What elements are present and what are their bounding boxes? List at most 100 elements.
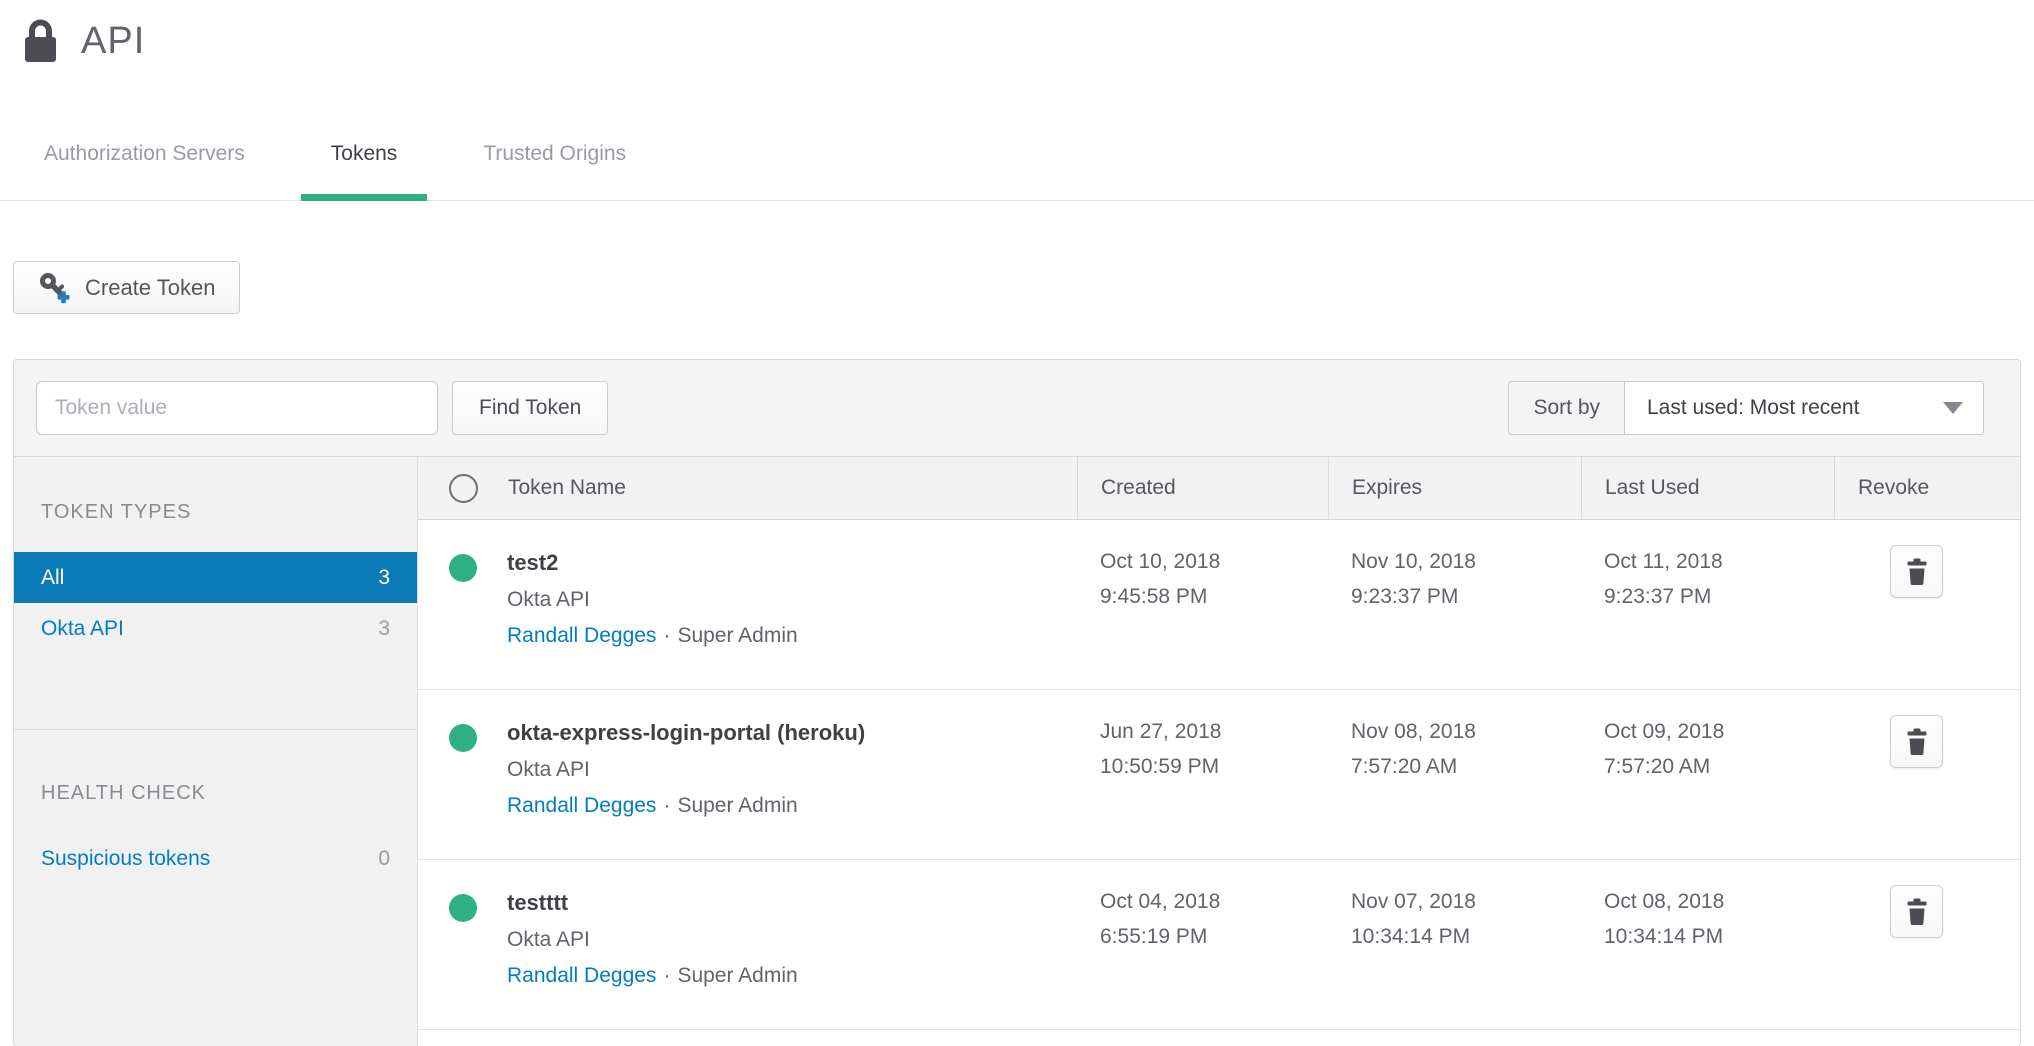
filter-bar: Find Token Sort by Last used: Most recen… [14,360,2020,457]
health-check-heading: HEALTH CHECK [41,782,206,804]
token-types-list: All 3 Okta API 3 [14,552,417,654]
sidebar-item-count: 3 [378,616,390,640]
tokens-panel: Find Token Sort by Last used: Most recen… [13,359,2021,1046]
page-title: API [81,19,146,62]
expires-cell: Nov 10, 2018 9:23:37 PM [1328,520,1581,689]
token-value-input[interactable] [36,381,438,435]
token-active-status-icon [449,724,477,752]
expires-date: Nov 08, 2018 [1351,720,1476,743]
expires-date: Nov 07, 2018 [1351,890,1476,913]
created-date: Jun 27, 2018 [1100,720,1222,743]
token-owner-line: Randall Degges · Super Admin [507,794,865,818]
last-used-cell: Oct 11, 2018 9:23:37 PM [1581,520,1834,689]
column-header-expires: Expires [1328,457,1581,519]
token-owner-line: Randall Degges · Super Admin [507,624,798,648]
tab-trusted-origins[interactable]: Trusted Origins [483,142,627,165]
owner-role-separator: · [663,794,671,817]
sidebar-item-okta-api[interactable]: Okta API 3 [14,603,417,654]
token-name-cell: test2 Okta API Randall Degges · Super Admi… [418,520,1077,689]
last-used-date: Oct 09, 2018 [1604,720,1725,743]
token-owner-link[interactable]: Randall Degges [507,624,657,647]
last-used-date: Oct 08, 2018 [1604,890,1725,913]
tab-authorization-servers[interactable]: Authorization Servers [44,142,245,165]
created-time: 6:55:19 PM [1100,925,1208,948]
created-cell: Jun 27, 2018 10:50:59 PM [1077,690,1328,859]
revoke-token-button[interactable] [1890,885,1943,938]
expires-date: Nov 10, 2018 [1351,550,1476,573]
column-header-revoke: Revoke [1834,457,2020,519]
token-info: testttt Okta API Randall Degges · Super Ad… [507,890,798,988]
key-plus-icon [38,272,70,304]
revoke-cell [1834,860,2020,1029]
find-token-button[interactable]: Find Token [452,381,609,435]
tokens-table: Token Name Created Expires Last Used Rev… [418,457,2020,1046]
sidebar-divider [14,729,417,730]
sidebar-item-label: Okta API [41,616,124,640]
last-used-time: 9:23:37 PM [1604,585,1712,608]
column-header-token-name: Token Name [508,476,626,499]
table-row: okta-express-login-portal (heroku) Okta … [418,690,2020,860]
token-name: test2 [507,550,559,575]
sidebar-item-label: All [41,565,65,589]
trash-icon [1905,728,1929,756]
sort-group: Sort by Last used: Most recent [1508,381,1984,435]
token-name-cell: okta-express-login-portal (heroku) Okta … [418,690,1077,859]
lock-icon [22,17,59,65]
created-cell: Oct 10, 2018 9:45:58 PM [1077,520,1328,689]
token-owner-role: Super Admin [677,624,798,647]
token-type: Okta API [507,588,590,611]
last-used-time: 10:34:14 PM [1604,925,1724,948]
owner-role-separator: · [663,624,671,647]
expires-cell: Nov 07, 2018 10:34:14 PM [1328,860,1581,1029]
table-row: testttt Okta API Randall Degges · Super Ad… [418,860,2020,1030]
page-header: API [0,0,2034,66]
sort-by-label: Sort by [1509,382,1625,434]
created-time: 10:50:59 PM [1100,755,1220,778]
sidebar-item-count: 3 [378,565,390,589]
create-token-button[interactable]: Create Token [13,261,241,314]
token-owner-role: Super Admin [677,964,798,987]
token-owner-link[interactable]: Randall Degges [507,964,657,987]
created-date: Oct 10, 2018 [1100,550,1221,573]
sidebar-item-suspicious-tokens[interactable]: Suspicious tokens 0 [14,833,417,884]
token-type: Okta API [507,928,590,951]
revoke-token-button[interactable] [1890,715,1943,768]
sidebar: TOKEN TYPES All 3 Okta API 3 HEALTH CHEC… [14,457,418,1046]
select-all-circle[interactable] [449,473,478,503]
token-name: testttt [507,890,569,915]
expires-time: 10:34:14 PM [1351,925,1471,948]
column-header-last-used: Last Used [1581,457,1834,519]
expires-time: 7:57:20 AM [1351,755,1458,778]
column-header-created: Created [1077,457,1328,519]
token-name-cell: testttt Okta API Randall Degges · Super Ad… [418,860,1077,1029]
tab-tokens[interactable]: Tokens [300,66,428,201]
revoke-token-button[interactable] [1890,545,1943,598]
sidebar-item-count: 0 [378,846,390,870]
token-type: Okta API [507,758,590,781]
token-active-status-icon [449,554,477,582]
health-check-list: Suspicious tokens 0 [14,833,417,884]
token-owner-link[interactable]: Randall Degges [507,794,657,817]
sidebar-item-all[interactable]: All 3 [14,552,417,603]
sidebar-item-label: Suspicious tokens [41,846,211,870]
created-time: 9:45:58 PM [1100,585,1208,608]
created-date: Oct 04, 2018 [1100,890,1221,913]
trash-icon [1905,558,1929,586]
sort-dropdown-value: Last used: Most recent [1647,396,1860,419]
owner-role-separator: · [663,964,671,987]
token-owner-role: Super Admin [677,794,798,817]
token-info: okta-express-login-portal (heroku) Okta … [507,720,865,818]
token-owner-line: Randall Degges · Super Admin [507,964,798,988]
created-cell: Oct 04, 2018 6:55:19 PM [1077,860,1328,1029]
table-header-row: Token Name Created Expires Last Used Rev… [418,457,2020,520]
table-row: test2 Okta API Randall Degges · Super Admi… [418,520,2020,690]
last-used-time: 7:57:20 AM [1604,755,1711,778]
token-name: okta-express-login-portal (heroku) [507,720,866,745]
expires-time: 9:23:37 PM [1351,585,1459,608]
last-used-cell: Oct 08, 2018 10:34:14 PM [1581,860,1834,1029]
sort-dropdown[interactable]: Last used: Most recent [1625,382,1983,434]
revoke-cell [1834,520,2020,689]
token-active-status-icon [449,894,477,922]
trash-icon [1905,898,1929,926]
column-header-token-name-cell: Token Name [418,457,1077,519]
